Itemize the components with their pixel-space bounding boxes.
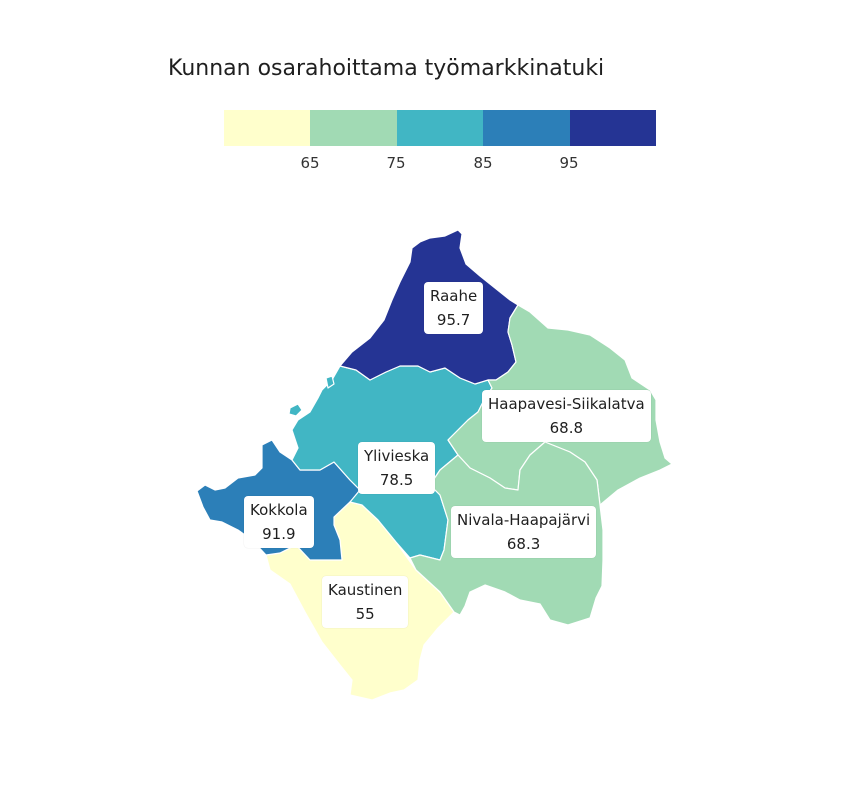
- region-value: 95.7: [436, 311, 471, 329]
- region-name: Haapavesi-Siikalatva: [488, 395, 645, 413]
- legend-swatch-1: [224, 110, 311, 146]
- legend-swatch-5: [569, 110, 657, 146]
- region-name: Kaustinen: [328, 581, 403, 599]
- region-label-nivala-haapajarvi: Nivala-Haapajärvi 68.3: [451, 506, 597, 558]
- region-value: 68.8: [549, 419, 584, 437]
- legend-tick-label: 65: [300, 154, 320, 172]
- legend-swatch-4: [483, 110, 570, 146]
- region-label-raahe: Raahe 95.7: [424, 282, 484, 334]
- map-title: Kunnan osarahoittama työmarkkinatuki: [168, 56, 605, 81]
- region-value: 68.3: [506, 535, 541, 553]
- island-shape: [325, 375, 335, 389]
- region-value: 55: [355, 605, 375, 623]
- island-shape: [288, 403, 303, 417]
- region-label-haapavesi-siikalatva: Haapavesi-Siikalatva 68.8: [482, 390, 651, 442]
- legend-swatch-3: [396, 110, 484, 146]
- region-name: Nivala-Haapajärvi: [457, 511, 591, 529]
- region-label-kaustinen: Kaustinen 55: [322, 576, 409, 628]
- legend-tick-label: 75: [386, 154, 406, 172]
- region-label-ylivieska: Ylivieska 78.5: [358, 442, 436, 494]
- region-name: Kokkola: [250, 501, 308, 519]
- color-legend: [224, 110, 657, 146]
- region-name: Raahe: [430, 287, 478, 305]
- legend-tick-label: 85: [473, 154, 493, 172]
- region-label-kokkola: Kokkola 91.9: [244, 496, 314, 548]
- legend-swatch-2: [310, 110, 397, 146]
- region-value: 91.9: [262, 525, 296, 543]
- region-value: 78.5: [379, 471, 414, 489]
- legend-tick-label: 95: [559, 154, 579, 172]
- region-name: Ylivieska: [364, 447, 430, 465]
